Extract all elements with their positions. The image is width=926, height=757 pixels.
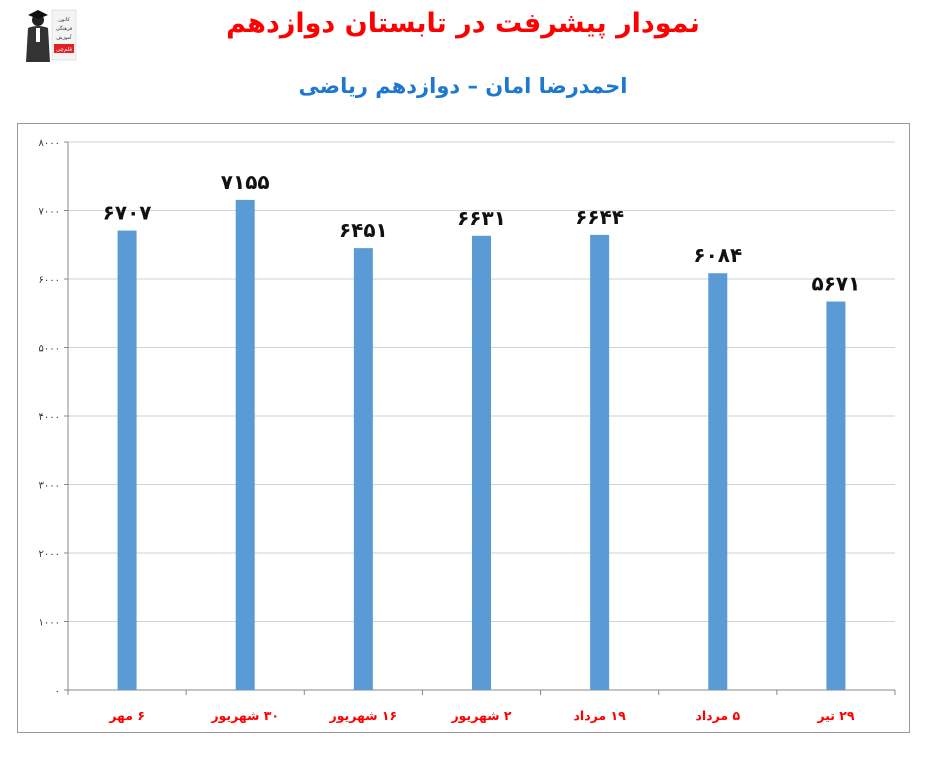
y-tick-label: ۵۰۰۰ bbox=[39, 344, 60, 355]
chart-frame bbox=[17, 123, 910, 733]
y-tick-label: ۷۰۰۰ bbox=[39, 207, 60, 218]
logo-text-line: کانون bbox=[58, 17, 70, 23]
category-label: ۲ شهریور bbox=[450, 708, 511, 723]
chart-title: نمودار پیشرفت در تابستان دوازدهم bbox=[226, 8, 700, 39]
logo-text-line: فرهنگی bbox=[56, 25, 73, 32]
bar bbox=[235, 199, 255, 690]
data-label: ۶۶۳۱ bbox=[457, 206, 506, 230]
category-label: ۵ مرداد bbox=[695, 708, 740, 723]
y-tick-label: ۱۰۰۰ bbox=[39, 618, 60, 629]
bar bbox=[353, 248, 373, 690]
data-label: ۶۷۰۷ bbox=[103, 201, 152, 225]
logo-badge: قلم‌چی bbox=[56, 47, 72, 53]
chart-subtitle: احمدرضا امان – دوازدهم ریاضی bbox=[298, 74, 628, 98]
category-label: ۳۰ شهریور bbox=[210, 708, 279, 723]
data-label: ۶۰۸۴ bbox=[693, 243, 742, 267]
y-tick-label: ۲۰۰۰ bbox=[39, 549, 60, 560]
bar bbox=[708, 273, 728, 690]
logo-text-line: آموزش bbox=[56, 34, 72, 41]
data-label: ۶۶۴۴ bbox=[575, 205, 624, 229]
bar bbox=[472, 235, 491, 691]
y-tick-label: ۶۰۰۰ bbox=[39, 275, 60, 286]
bar bbox=[117, 230, 137, 690]
category-label: ۶ مهر bbox=[108, 708, 145, 723]
y-tick-label: ۸۰۰۰ bbox=[39, 138, 60, 149]
data-label: ۷۱۵۵ bbox=[221, 170, 270, 194]
category-label: ۲۹ تیر bbox=[816, 708, 855, 723]
y-tick-label: ۳۰۰۰ bbox=[39, 481, 60, 492]
y-tick-label: ۴۰۰۰ bbox=[39, 412, 60, 423]
bar bbox=[590, 234, 610, 691]
y-tick-label: ۰ bbox=[55, 686, 60, 697]
category-label: ۱۶ شهریور bbox=[329, 708, 398, 723]
bar bbox=[826, 301, 846, 690]
category-label: ۱۹ مرداد bbox=[574, 708, 627, 723]
data-label: ۶۴۵۱ bbox=[339, 218, 388, 242]
data-label: ۵۶۷۱ bbox=[812, 272, 861, 296]
graduate-logo-icon: کانون فرهنگی آموزش قلم‌چی bbox=[26, 9, 77, 62]
